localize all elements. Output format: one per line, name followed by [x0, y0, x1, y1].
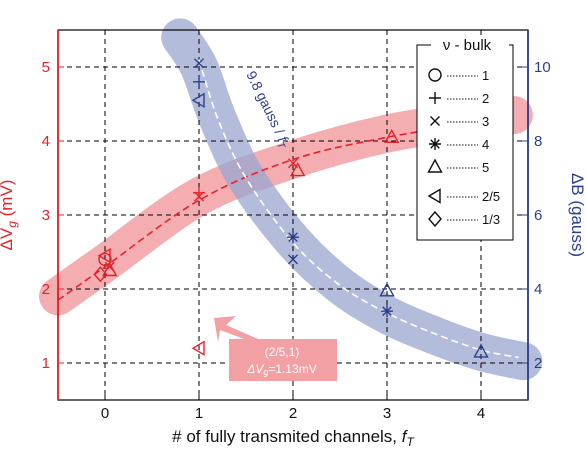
legend-marker-cross [430, 116, 440, 126]
callout: (2/5,1) ΔVg=1.13mV [214, 316, 337, 381]
y-right-tick-label: 4 [534, 281, 542, 298]
y-left-label: ΔVg (mV) [0, 180, 19, 251]
x-tick-label: 4 [477, 405, 485, 422]
legend-label: 4 [482, 137, 489, 152]
legend-title-bg [431, 37, 509, 53]
legend-label: 5 [482, 160, 489, 175]
x-tick-label: 0 [101, 405, 109, 422]
legend-box [416, 44, 514, 241]
legend-label: 1 [482, 68, 489, 83]
axis-ticks: 0 1 2 3 4 1 2 3 4 5 2 4 6 8 10 [42, 59, 551, 422]
callout-box [229, 339, 337, 381]
fit-line-right [198, 59, 519, 359]
legend-marker-diamond [428, 210, 442, 228]
callout-line2-rest: =1.13mV [268, 362, 316, 376]
fit-label-main: 9.8 gauss / [243, 68, 289, 140]
marker-left-triangle-up [102, 262, 118, 277]
legend-label: 2 [482, 91, 489, 106]
y-right-label-unit: (gauss) [568, 196, 586, 257]
x-tick-label: 2 [289, 405, 297, 422]
x-tick-label: 3 [383, 405, 391, 422]
x-axis-label-main: # of fully transmited channels, [172, 427, 402, 446]
data-markers [93, 58, 489, 358]
callout-line1: (2/5,1) [265, 345, 300, 359]
fit-label: 9.8 gauss / fT [241, 68, 295, 151]
marker-right-asterisk [381, 305, 393, 318]
callout-line2-main: ΔV [246, 362, 264, 376]
legend-title: ν - bulk [443, 37, 492, 54]
y-right-tick-label: 6 [534, 207, 542, 224]
y-left-tick-label: 4 [42, 133, 50, 150]
callout-line2: ΔVg=1.13mV [246, 362, 316, 377]
marker-left-triangle-left [191, 340, 205, 356]
y-left-label-main: ΔV [0, 227, 16, 250]
marker-right-triangle-up [473, 343, 489, 358]
marker-right-triangle-left [191, 92, 205, 109]
marker-left-circle [98, 252, 112, 267]
legend: ν - bulk 1 2 3 4 5 2/5 1/3 [416, 37, 514, 241]
marker-right-plus [193, 75, 205, 88]
x-tick-label: 1 [195, 405, 203, 422]
legend-label: 1/3 [482, 212, 500, 227]
marker-left-triangle-left [97, 247, 111, 264]
legend-marker-triangle-left [427, 188, 441, 204]
marker-right-asterisk [287, 231, 299, 244]
marker-left-diamond [93, 266, 108, 283]
marker-right-triangle-up [379, 282, 395, 297]
y-right-tick-label: 2 [534, 355, 542, 372]
legend-marker-plus [429, 92, 441, 104]
y-left-tick-label: 2 [42, 281, 50, 298]
marker-left-cross [194, 191, 204, 202]
legend-marker-asterisk [429, 138, 441, 150]
marker-right-cross [194, 58, 204, 69]
callout-arrow [214, 316, 258, 342]
marker-left-triangle-up [290, 162, 306, 177]
y-right-tick-label: 8 [534, 133, 542, 150]
legend-marker-circle [428, 68, 442, 82]
marker-right-cross [288, 254, 298, 265]
y-left-label-sub: g [5, 221, 19, 228]
fit-label-sub: T [274, 140, 287, 151]
y-right-label-main: ΔB [568, 173, 586, 196]
legend-marker-triangle-up [427, 158, 443, 173]
y-left-tick-label: 1 [42, 355, 50, 372]
y-left-tick-label: 3 [42, 207, 50, 224]
legend-label: 3 [482, 114, 489, 129]
x-axis-label: # of fully transmited channels, fT [172, 427, 415, 449]
y-left-label-unit: (mV) [0, 180, 16, 222]
y-right-label: ΔB (gauss) [568, 173, 586, 257]
y-right-tick-label: 10 [534, 59, 551, 76]
legend-entries: 1 2 3 4 5 2/5 1/3 [427, 68, 500, 228]
callout-line2-sub: g [263, 367, 268, 377]
legend-label: 2/5 [482, 189, 500, 204]
y-left-tick-label: 5 [42, 59, 50, 76]
x-axis-label-var: f [402, 427, 409, 446]
marker-left-triangle-up [384, 128, 400, 144]
x-axis-label-sub: T [407, 435, 416, 449]
